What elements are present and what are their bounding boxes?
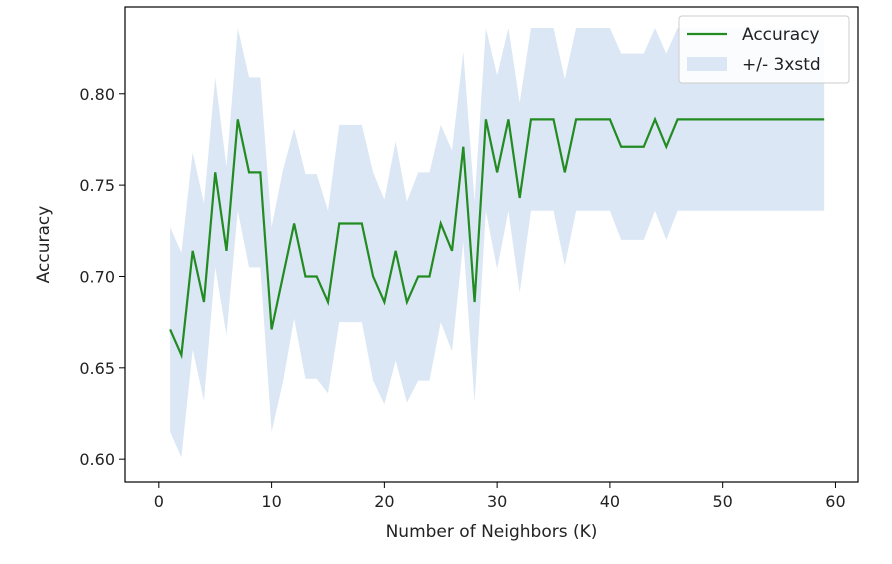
y-tick-label: 0.65	[79, 359, 115, 378]
x-tick-label: 50	[712, 492, 732, 511]
x-tick-label: 30	[487, 492, 507, 511]
x-tick-label: 60	[825, 492, 845, 511]
y-tick-label: 0.75	[79, 176, 115, 195]
y-tick-label: 0.80	[79, 85, 115, 104]
std-band	[170, 28, 825, 458]
y-tick-label: 0.70	[79, 267, 115, 286]
legend-band-label: +/- 3xstd	[742, 55, 821, 75]
y-axis-label: Accuracy	[34, 206, 54, 284]
x-tick-label: 0	[154, 492, 164, 511]
x-axis-ticks: 0 10 20 30 40 50 60	[154, 482, 846, 511]
x-tick-label: 10	[261, 492, 281, 511]
y-axis-ticks: 0.60 0.65 0.70 0.75 0.80	[79, 85, 125, 469]
std-band-layer	[170, 28, 825, 458]
y-tick-label: 0.60	[79, 450, 115, 469]
x-tick-label: 20	[374, 492, 394, 511]
accuracy-line-layer	[169, 116, 825, 360]
x-tick-label: 40	[600, 492, 620, 511]
plot-frame	[124, 6, 859, 483]
legend-band-swatch	[687, 57, 727, 71]
x-axis-label: Number of Neighbors (K)	[386, 522, 598, 542]
legend: Accuracy +/- 3xstd	[678, 15, 850, 84]
legend-accuracy-label: Accuracy	[742, 25, 820, 45]
accuracy-line	[169, 116, 825, 360]
